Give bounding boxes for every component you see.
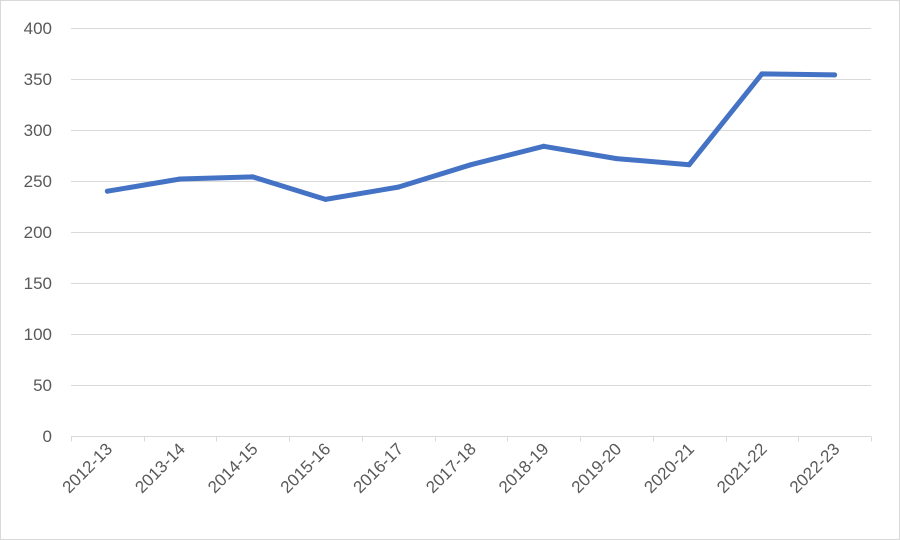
x-tick-label: 2013-14 bbox=[131, 439, 189, 497]
data-point bbox=[614, 156, 619, 162]
x-axis bbox=[71, 436, 872, 442]
x-tick-label: 2014-15 bbox=[204, 439, 262, 497]
data-point bbox=[177, 176, 183, 182]
data-point bbox=[395, 184, 401, 190]
x-tick-label: 2022-23 bbox=[786, 439, 844, 497]
data-point bbox=[104, 188, 110, 194]
data-point bbox=[759, 71, 765, 77]
y-axis-tick-labels: 0 50 100 150 200 250 300 350 400 bbox=[24, 19, 52, 446]
y-tick-label: 250 bbox=[24, 172, 52, 191]
y-tick-label: 100 bbox=[24, 325, 52, 344]
y-tick-label: 400 bbox=[24, 19, 52, 38]
x-tick-label: 2019-20 bbox=[568, 439, 626, 497]
x-tick-label: 2015-16 bbox=[277, 439, 335, 497]
series-group bbox=[104, 71, 838, 202]
data-point bbox=[468, 162, 474, 168]
x-tick-label: 2018-19 bbox=[495, 439, 553, 497]
gridlines bbox=[71, 28, 871, 386]
y-tick-label: 150 bbox=[24, 274, 52, 293]
y-tick-label: 0 bbox=[43, 427, 52, 446]
y-tick-label: 50 bbox=[33, 376, 52, 395]
y-tick-label: 300 bbox=[24, 121, 52, 140]
data-point bbox=[832, 72, 838, 78]
series-line-0 bbox=[104, 71, 838, 202]
x-axis-tick-labels: 2012-13 2013-14 2014-15 2015-16 2016-17 2017-… bbox=[59, 439, 844, 497]
data-point bbox=[686, 162, 692, 168]
x-tick-label: 2020-21 bbox=[640, 439, 698, 497]
data-point bbox=[541, 143, 547, 149]
data-point bbox=[323, 196, 328, 202]
x-tick-label: 2021-22 bbox=[713, 439, 771, 497]
x-tick-label: 2012-13 bbox=[59, 439, 117, 497]
y-tick-label: 350 bbox=[24, 70, 52, 89]
data-point bbox=[250, 174, 256, 180]
x-tick-label: 2017-18 bbox=[422, 439, 480, 497]
y-tick-label: 200 bbox=[24, 223, 52, 242]
x-tick-label: 2016-17 bbox=[350, 439, 408, 497]
